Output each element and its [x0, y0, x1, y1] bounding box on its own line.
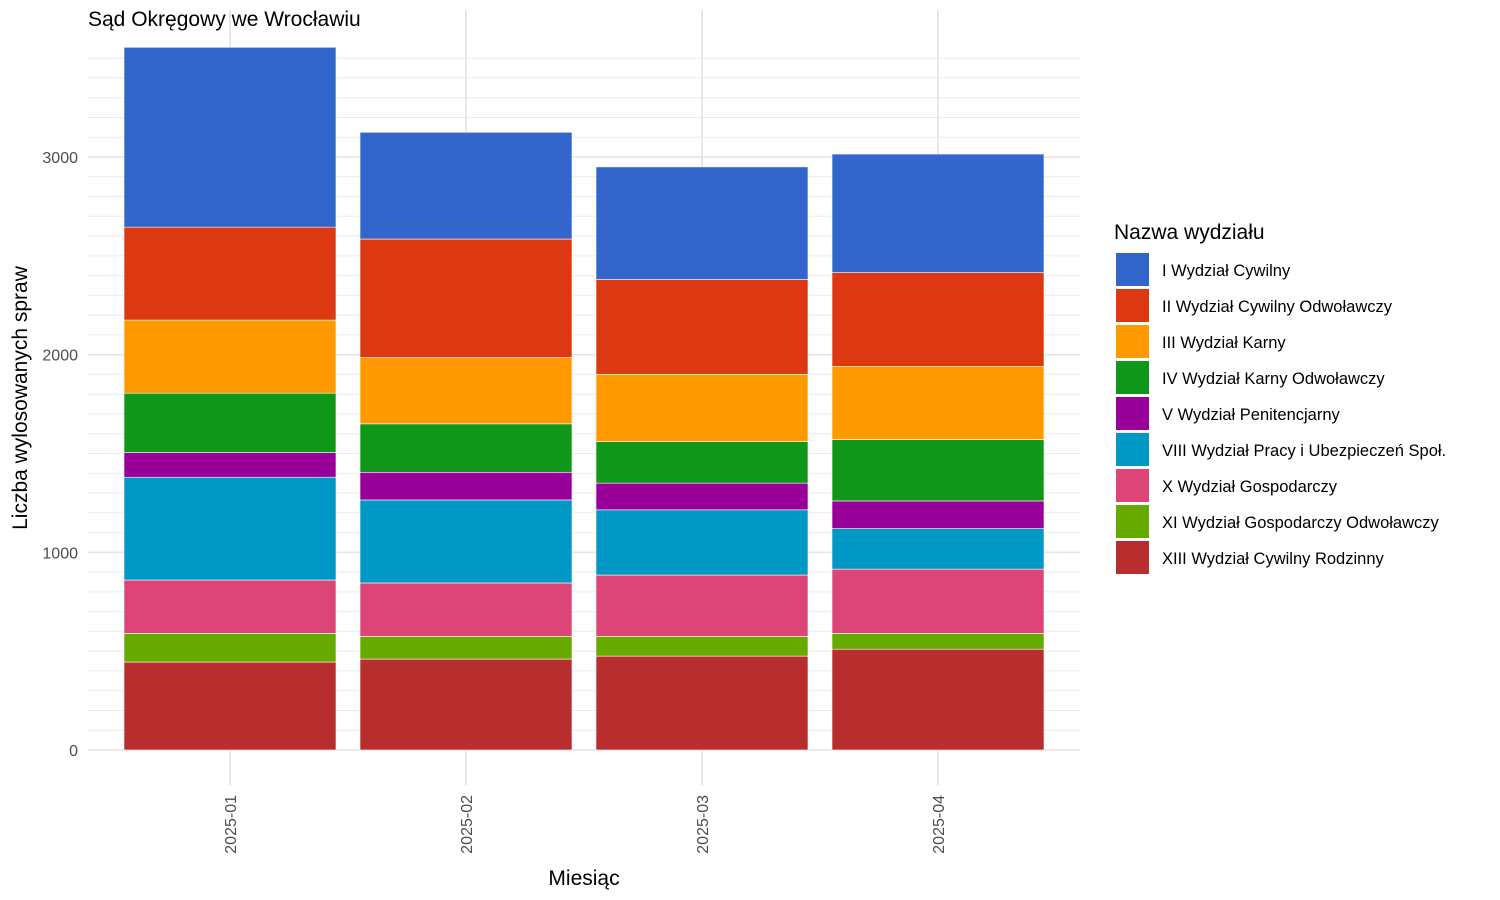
bar-segment [123, 633, 337, 663]
axes: 0 1000 2000 3000 2025-01 2025-02 2025-03 2025-0… [42, 150, 948, 854]
bar-segment [359, 499, 573, 584]
bar-stack-2025-04 [831, 153, 1045, 751]
legend-item: II Wydział Cywilny Odwoławczy [1116, 289, 1393, 322]
bar-segment [831, 648, 1045, 751]
legend-swatch [1116, 289, 1149, 322]
bar-stack-2025-01 [123, 46, 337, 751]
legend: Nazwa wydziału I Wydział Cywilny II Wydzi… [1114, 221, 1446, 574]
legend-item: IV Wydział Karny Odwoławczy [1116, 361, 1385, 394]
bar-segment [831, 439, 1045, 502]
legend-label: IV Wydział Karny Odwoławczy [1162, 370, 1385, 388]
legend-label: VIII Wydział Pracy i Ubezpieczeń Społ. [1162, 442, 1446, 460]
bars [123, 46, 1045, 751]
bar-segment [831, 500, 1045, 529]
legend-swatch [1116, 397, 1149, 430]
bar-stack-2025-02 [359, 131, 573, 751]
bar-stack-2025-03 [595, 166, 809, 751]
bar-segment [831, 633, 1045, 650]
legend-items: I Wydział Cywilny II Wydział Cywilny Odwo… [1116, 253, 1446, 574]
bar-segment [595, 482, 809, 511]
bar-segment [359, 357, 573, 425]
bar-segment [359, 471, 573, 501]
bar-segment [595, 279, 809, 375]
legend-label: X Wydział Gospodarczy [1162, 478, 1338, 496]
x-tick-label: 2025-01 [223, 795, 240, 854]
y-tick-label: 3000 [42, 150, 78, 167]
bar-segment [595, 509, 809, 576]
bar-segment [831, 153, 1045, 273]
legend-label: I Wydział Cywilny [1162, 262, 1291, 280]
bar-segment [123, 476, 337, 581]
bar-segment [123, 579, 337, 634]
bar-segment [595, 374, 809, 442]
bar-segment [595, 166, 809, 280]
legend-label: XIII Wydział Cywilny Rodzinny [1162, 550, 1385, 568]
x-axis-title: Miesiąc [548, 867, 619, 890]
legend-item: V Wydział Penitencjarny [1116, 397, 1341, 430]
y-tick-label: 0 [69, 743, 78, 760]
bar-segment [595, 574, 809, 637]
x-tick-label: 2025-03 [695, 795, 712, 854]
legend-item: VIII Wydział Pracy i Ubezpieczeń Społ. [1116, 433, 1446, 466]
bar-segment [359, 658, 573, 751]
y-tick-label: 1000 [42, 545, 78, 562]
bar-segment [831, 366, 1045, 440]
legend-item: III Wydział Karny [1116, 325, 1286, 358]
legend-title: Nazwa wydziału [1114, 221, 1265, 244]
legend-swatch [1116, 253, 1149, 286]
bar-segment [123, 319, 337, 394]
bar-segment [359, 636, 573, 660]
bar-segment [123, 661, 337, 751]
legend-swatch [1116, 469, 1149, 502]
bar-segment [831, 272, 1045, 367]
x-tick-label: 2025-04 [931, 795, 948, 854]
legend-item: XIII Wydział Cywilny Rodzinny [1116, 541, 1385, 574]
bar-segment [359, 582, 573, 637]
x-tick-label: 2025-02 [459, 795, 476, 854]
bar-segment [831, 528, 1045, 570]
legend-label: II Wydział Cywilny Odwoławczy [1162, 298, 1393, 316]
legend-swatch [1116, 505, 1149, 538]
bar-segment [123, 226, 337, 321]
chart-title: Sąd Okręgowy we Wrocławiu [88, 8, 361, 31]
legend-swatch [1116, 361, 1149, 394]
y-tick-label: 2000 [42, 348, 78, 365]
legend-swatch [1116, 325, 1149, 358]
legend-label: V Wydział Penitencjarny [1162, 406, 1341, 424]
bar-segment [123, 392, 337, 453]
bar-segment [123, 452, 337, 478]
bar-segment [359, 423, 573, 473]
legend-swatch [1116, 433, 1149, 466]
y-axis-title: Liczba wylosowanych spraw [9, 265, 32, 530]
bar-segment [359, 238, 573, 358]
legend-item: X Wydział Gospodarczy [1116, 469, 1338, 502]
bar-segment [123, 46, 337, 228]
bar-segment [595, 655, 809, 751]
legend-item: I Wydział Cywilny [1116, 253, 1291, 286]
bar-segment [831, 568, 1045, 634]
legend-label: III Wydział Karny [1162, 334, 1286, 352]
bar-segment [359, 131, 573, 240]
legend-label: XI Wydział Gospodarczy Odwoławczy [1162, 514, 1440, 532]
bar-segment [595, 636, 809, 657]
bar-segment [595, 441, 809, 484]
legend-swatch [1116, 541, 1149, 574]
legend-item: XI Wydział Gospodarczy Odwoławczy [1116, 505, 1440, 538]
